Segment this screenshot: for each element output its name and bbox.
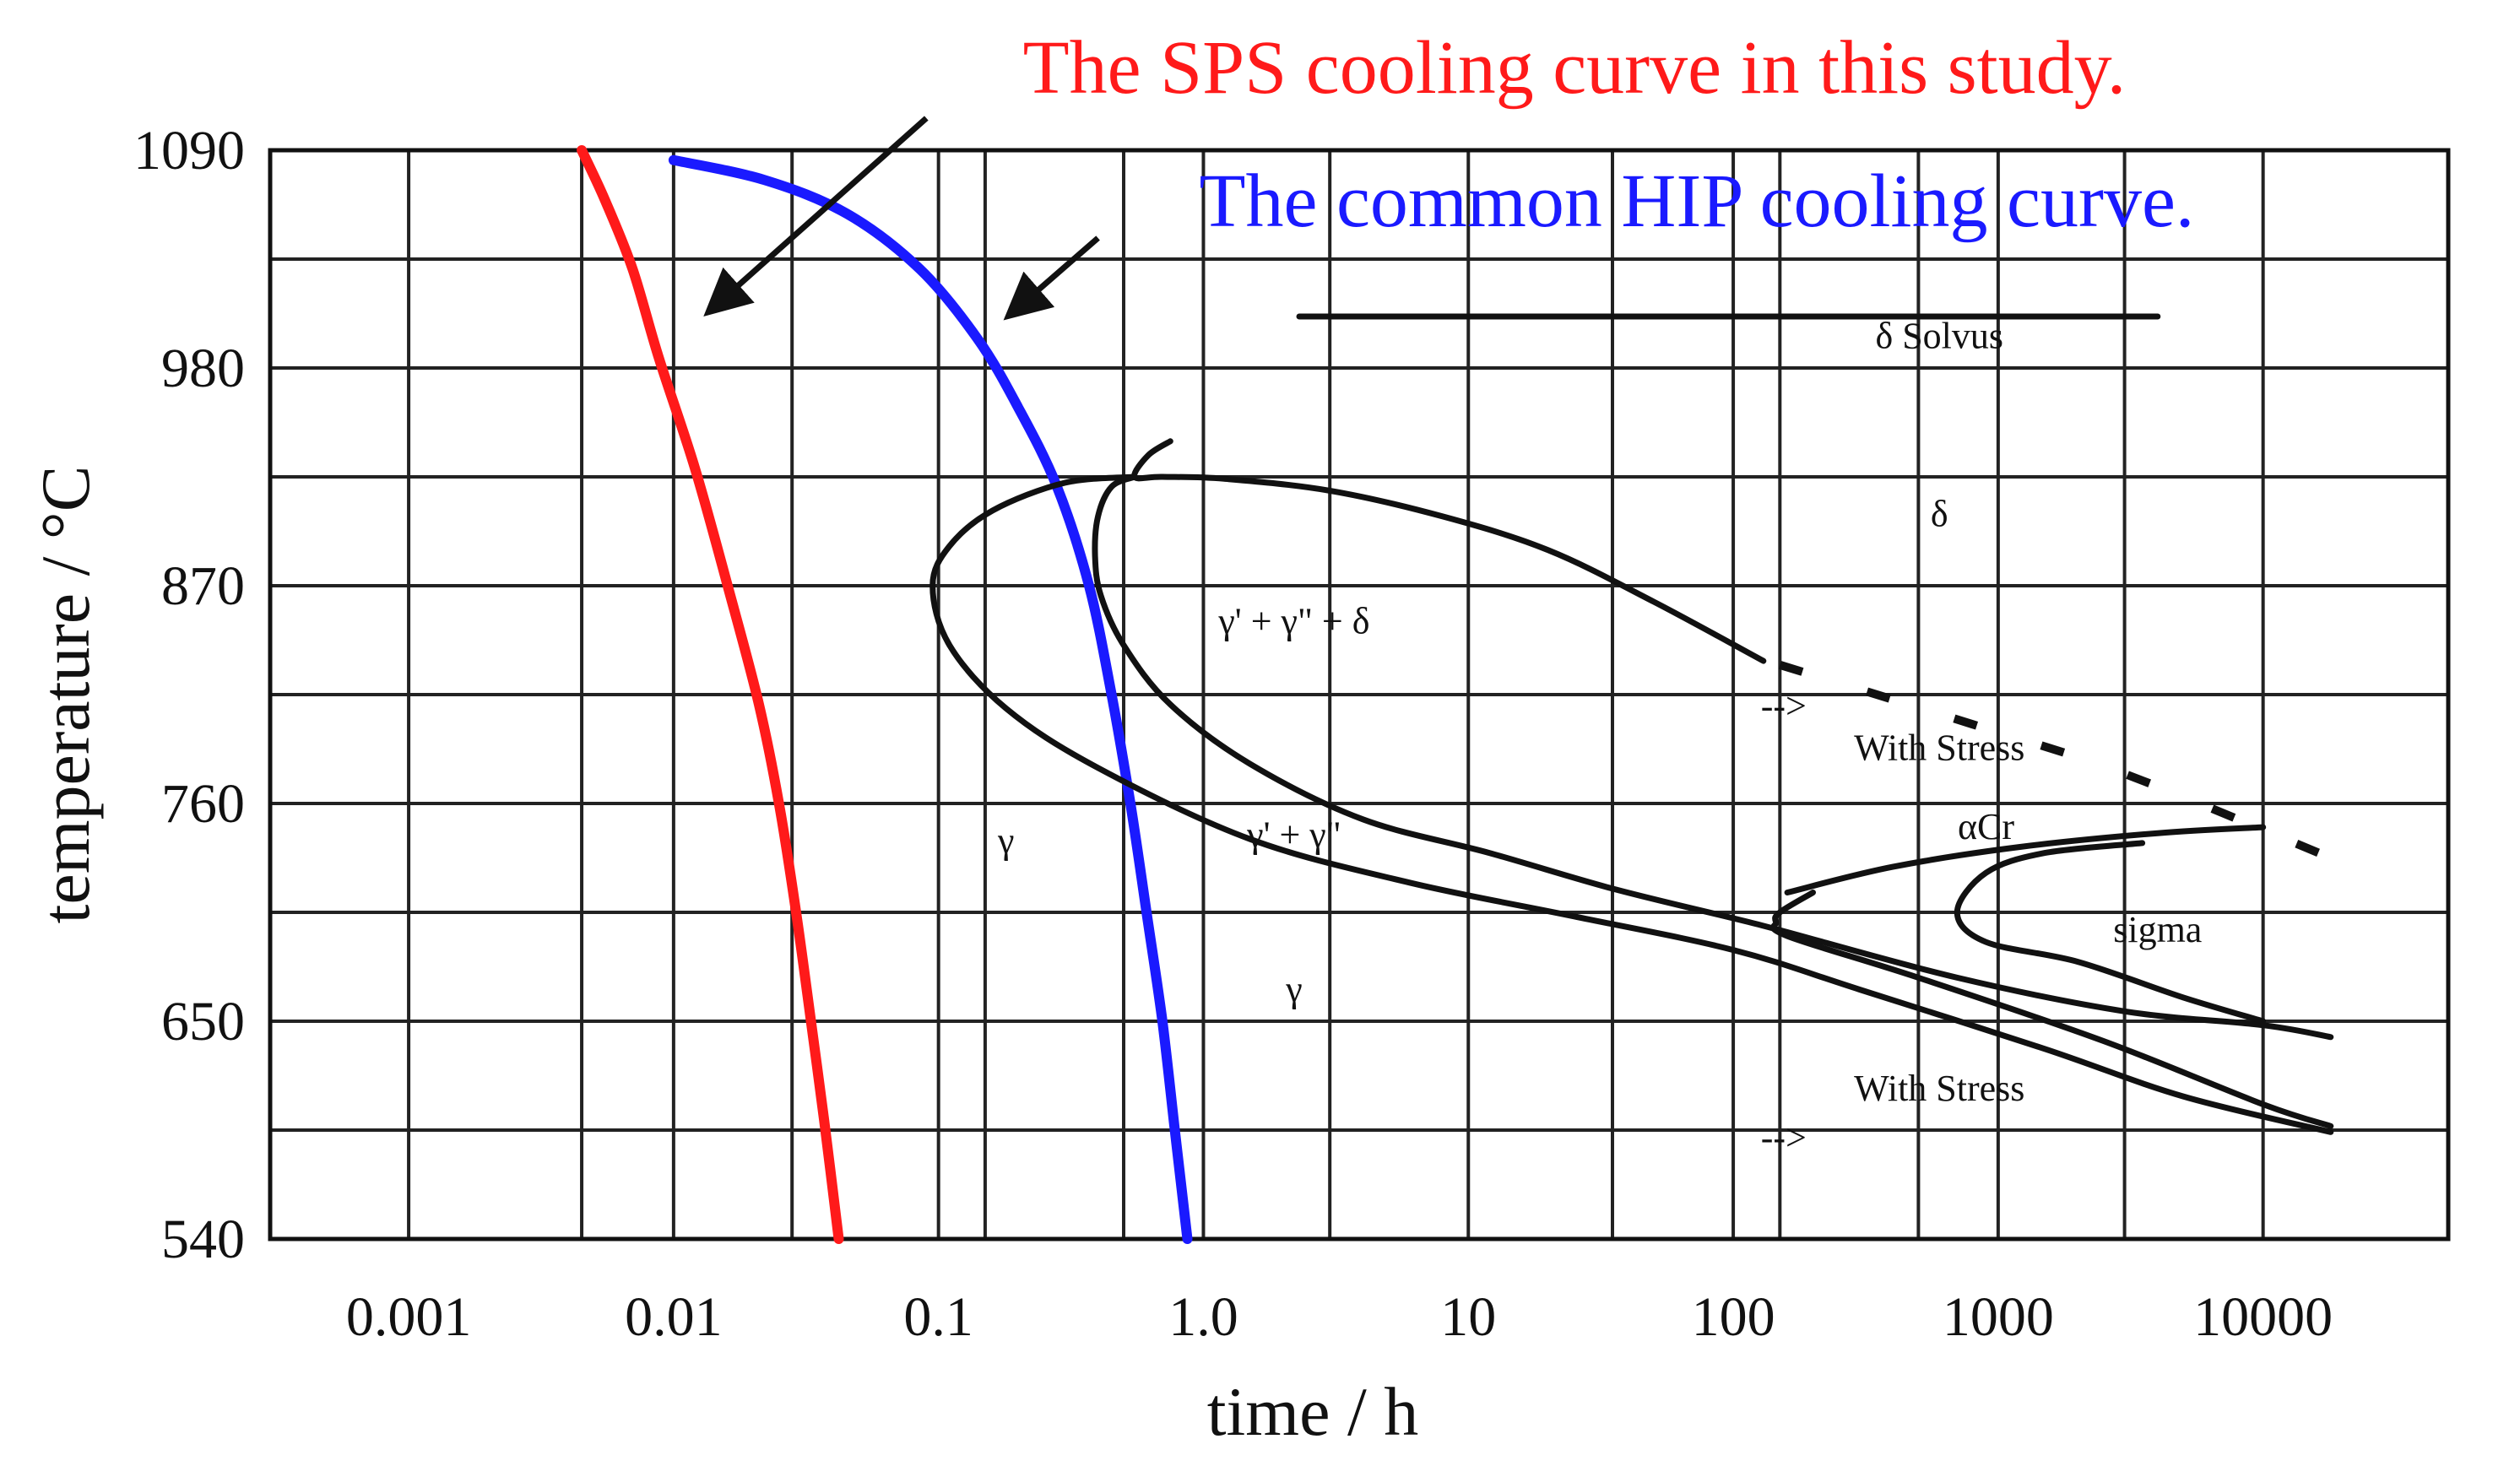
series-line-gamma-prime-double-prime-delta-start [1092, 473, 2334, 1041]
series-line-sigma-loop [1954, 840, 2267, 1025]
y-tick-label: 980 [161, 338, 245, 399]
y-axis-ticks: 540 650 760 870 980 1090 [133, 120, 245, 1270]
x-tick-label: 10000 [2193, 1286, 2333, 1348]
plot-frame [268, 148, 2451, 1242]
series-line-stress-dashed [1778, 661, 2344, 868]
phase-annotation: γ' + γ" + δ [1217, 600, 1369, 641]
y-tick-label: 650 [161, 991, 245, 1052]
y-axis-label: temperature / °C [27, 466, 104, 924]
x-tick-label: 1.0 [1168, 1286, 1238, 1348]
x-tick-label: 0.001 [346, 1286, 472, 1348]
phase-annotation: γ [997, 820, 1014, 862]
x-axis-ticks: 0.001 0.01 0.1 1.0 10 100 1000 10000 [346, 1286, 2333, 1348]
phase-annotation: δ Solvus [1875, 316, 2003, 357]
series-line-the-common-hip-cooling-curve [668, 154, 1193, 1244]
series-line-gamma-double-prime-start [929, 473, 2334, 1135]
x-tick-label: 0.1 [903, 1286, 973, 1348]
sps-legend-label: The SPS cooling curve in this study. [1023, 26, 2127, 110]
phase-annotation: γ [1285, 969, 1302, 1010]
phase-annotation: αCr [1958, 806, 2014, 847]
x-tick-label: 0.01 [625, 1286, 723, 1348]
series-line-alpha-cr-upper [1784, 824, 2267, 895]
phase-annotation: With Stress [1854, 1068, 2024, 1109]
x-axis-label: time / h [1207, 1373, 1419, 1450]
y-tick-label: 760 [161, 773, 245, 835]
phase-annotation: --> [1761, 1117, 1807, 1158]
x-tick-label: 10 [1440, 1286, 1496, 1348]
series-line-the-sps-cooling-curve-in-this-study [577, 145, 844, 1244]
x-tick-label: 100 [1692, 1286, 1775, 1348]
legend-arrows [703, 116, 1100, 321]
phase-annotation: --> [1761, 685, 1807, 727]
y-tick-label: 870 [161, 555, 245, 617]
series-line-stress-shifted-lower [1769, 890, 2334, 1129]
sps-pointer-arrow [703, 116, 929, 316]
series [577, 145, 2344, 1244]
x-tick-label: 1000 [1943, 1286, 2054, 1348]
hip-pointer-arrow [1003, 235, 1100, 321]
y-tick-label: 1090 [133, 120, 245, 181]
phase-annotation: δ [1931, 494, 1948, 535]
phase-annotation: sigma [2113, 909, 2202, 950]
hip-legend-label: The common HIP cooling curve. [1200, 160, 2195, 243]
phase-annotation: With Stress [1854, 727, 2024, 768]
y-tick-label: 540 [161, 1209, 245, 1270]
phase-annotation: γ' + γ" [1246, 814, 1341, 856]
annotations: δ Solvus δ γ' + γ" + δ --> With Stress γ γ' + … [997, 316, 2202, 1159]
